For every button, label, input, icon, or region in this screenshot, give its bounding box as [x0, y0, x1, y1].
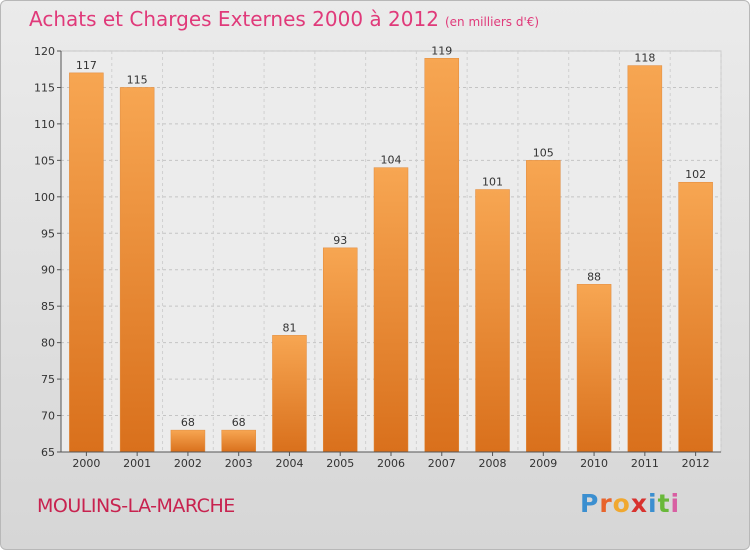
- bar: [322, 247, 358, 453]
- x-tick-label: 2002: [174, 457, 202, 470]
- y-tick-label: 105: [34, 154, 55, 167]
- bar-layer: [69, 58, 713, 453]
- x-tick-label: 2003: [225, 457, 253, 470]
- y-tick-label: 100: [34, 191, 55, 204]
- bar: [526, 160, 561, 453]
- data-label: 68: [181, 416, 195, 429]
- data-label: 118: [634, 52, 655, 65]
- data-label: 117: [76, 59, 97, 72]
- data-label: 88: [587, 270, 601, 283]
- x-tick-label: 2006: [377, 457, 405, 470]
- x-tick-label: 2012: [682, 457, 710, 470]
- bar: [424, 58, 460, 453]
- label-layer: 117 115 68 68 81 93 104 119 101 105 88 118 102: [76, 44, 706, 429]
- y-tick-label: 90: [41, 264, 55, 277]
- x-tick-label: 2007: [428, 457, 456, 470]
- y-tick-label: 65: [41, 446, 55, 459]
- x-tick-label: 2005: [326, 457, 354, 470]
- title-text: Achats et Charges Externes 2000 à 2012: [29, 7, 439, 31]
- y-tick-label: 70: [41, 410, 55, 423]
- logo-letter: t: [657, 489, 671, 518]
- data-label: 101: [482, 176, 503, 189]
- x-tick-label: 2008: [479, 457, 507, 470]
- x-tick-label: 2001: [123, 457, 151, 470]
- bar: [627, 65, 663, 453]
- data-label: 68: [232, 416, 246, 429]
- x-tick-label: 2004: [275, 457, 303, 470]
- data-label: 102: [685, 168, 706, 181]
- chart-title: Achats et Charges Externes 2000 à 2012 (e…: [29, 7, 539, 31]
- x-tick-label: 2000: [72, 457, 100, 470]
- y-tick-label: 80: [41, 337, 55, 350]
- bar: [170, 429, 206, 453]
- y-tick-label: 95: [41, 227, 55, 240]
- logo-letter: x: [630, 489, 648, 518]
- bar: [576, 284, 612, 453]
- bar: [475, 189, 510, 453]
- x-tick-label: 2011: [631, 457, 659, 470]
- logo-letter: P: [580, 489, 600, 518]
- bar: [272, 335, 307, 453]
- bar: [119, 87, 155, 453]
- data-label: 119: [431, 44, 452, 57]
- data-label: 104: [381, 154, 402, 167]
- y-tick-label: 75: [41, 373, 55, 386]
- logo-letter: o: [612, 489, 631, 518]
- logo-letter: i: [648, 489, 658, 518]
- x-tick-label: 2009: [529, 457, 557, 470]
- axis-layer: 65 70 75 80 85 90 95 100 105 110 115 120 2000 2001 200…: [34, 45, 721, 470]
- proxiti-logo: Proxiti: [580, 489, 680, 518]
- bar: [678, 181, 713, 453]
- bar: [221, 429, 256, 453]
- bar: [373, 167, 409, 453]
- chart-subtitle: (en milliers d'€): [444, 15, 540, 29]
- logo-letter: r: [599, 489, 613, 518]
- data-label: 93: [333, 234, 347, 247]
- y-tick-label: 85: [41, 300, 55, 313]
- data-label: 105: [533, 146, 554, 159]
- data-label: 81: [282, 321, 296, 334]
- x-tick-label: 2010: [580, 457, 608, 470]
- data-label: 115: [127, 73, 148, 86]
- y-tick-label: 110: [34, 118, 55, 131]
- location-name: MOULINS-LA-MARCHE: [37, 495, 235, 517]
- y-tick-label: 115: [34, 81, 55, 94]
- bar: [69, 72, 104, 453]
- logo-letter: i: [670, 489, 681, 518]
- y-tick-label: 120: [34, 45, 55, 58]
